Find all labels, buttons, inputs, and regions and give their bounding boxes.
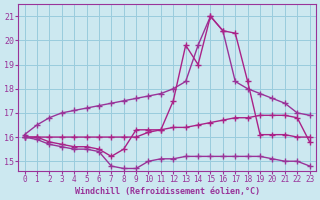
X-axis label: Windchill (Refroidissement éolien,°C): Windchill (Refroidissement éolien,°C) [75,187,260,196]
